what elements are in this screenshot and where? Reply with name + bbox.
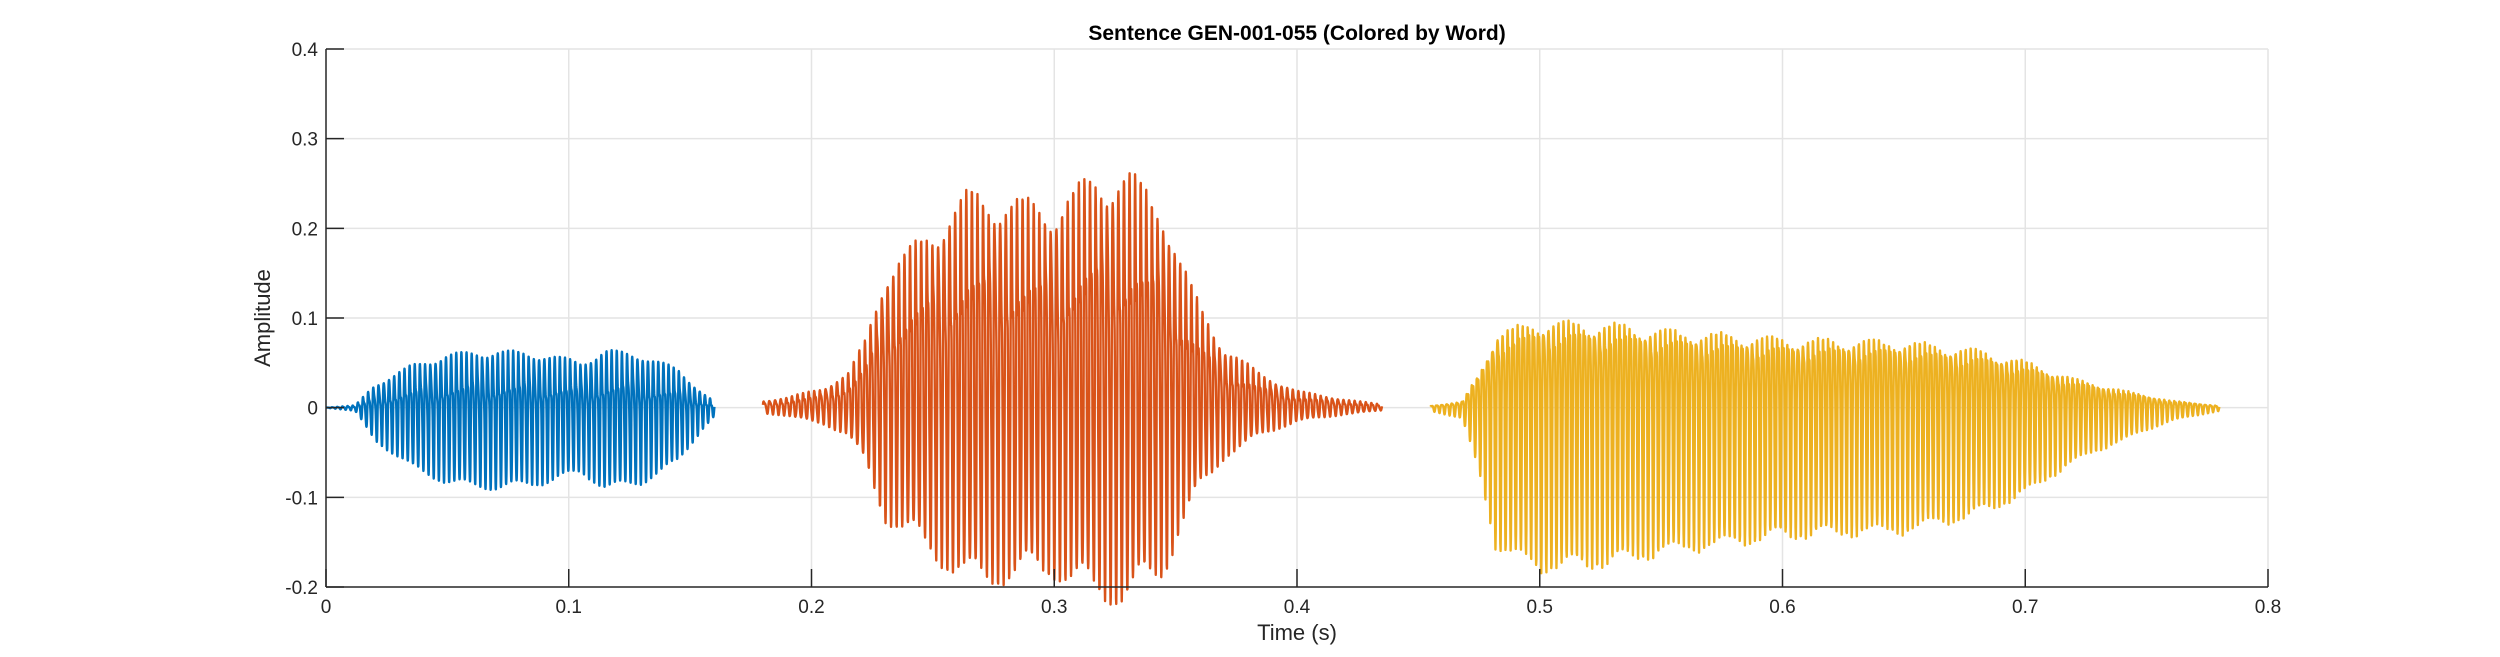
series-3-line [1429, 319, 2221, 575]
y-tick-label: 0.1 [292, 309, 318, 330]
x-tick-label: 0.3 [1041, 597, 1067, 618]
y-tick-label: 0.4 [292, 40, 319, 61]
series-layer [324, 172, 2221, 606]
x-tick-label: 0.8 [2255, 597, 2281, 618]
series-2-line [761, 172, 1384, 606]
y-tick-label: 0 [307, 399, 318, 420]
x-tick-label: 0 [321, 597, 332, 618]
x-tick-label: 0.5 [1527, 597, 1553, 618]
chart-title: Sentence GEN-001-055 (Colored by Word) [1088, 22, 1505, 45]
y-tick-label: 0.3 [292, 130, 318, 151]
x-tick-label: 0.1 [556, 597, 582, 618]
x-tick-label: 0.7 [2012, 597, 2038, 618]
x-tick-label: 0.6 [1769, 597, 1795, 618]
series-1-line [324, 349, 716, 492]
y-tick-label: -0.1 [285, 488, 318, 509]
x-tick-label: 0.4 [1284, 597, 1311, 618]
y-tick-label: 0.2 [292, 219, 318, 240]
x-axis-ticks: 0 0.1 0.2 0.3 0.4 0.5 0.6 0.7 0.8 [321, 569, 2281, 618]
y-tick-label: -0.2 [285, 578, 318, 599]
x-tick-label: 0.2 [798, 597, 824, 618]
y-axis-ticks: -0.2 -0.1 0 0.1 0.2 0.3 0.4 [285, 40, 344, 599]
y-axis-label: Amplitude [250, 269, 275, 367]
grid [326, 48, 2269, 587]
x-axis-label: Time (s) [1257, 620, 1337, 645]
